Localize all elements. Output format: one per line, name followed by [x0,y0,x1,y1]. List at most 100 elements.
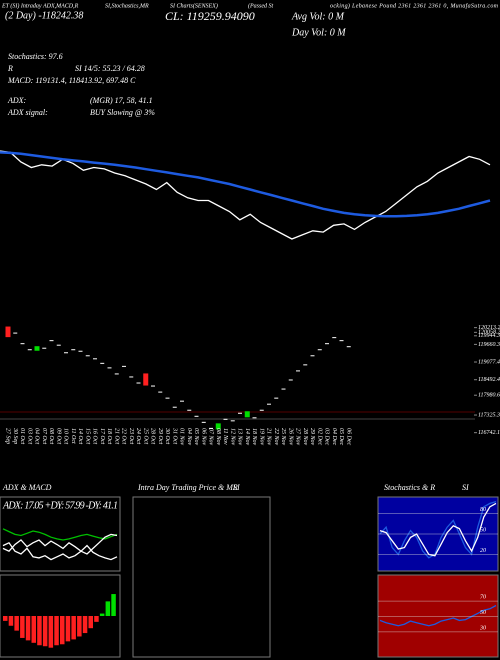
candle [107,367,112,369]
candle [194,415,199,417]
close-price: CL: 119259.94090 [165,9,255,23]
header-text: SI,Stochastics,MR [105,3,149,9]
x-tick-label: 12 Nov [229,428,235,446]
y-tick-label: 117980.6 [478,393,500,399]
header-text: ET (SI) Intraday ADX,MACD,R [1,2,79,9]
x-tick-label: 27 Sep [5,428,11,444]
macd-bar [31,616,36,643]
adx-signal: BUY Slowing @ 3% [90,108,155,117]
series-line [0,150,491,240]
candle [78,350,83,352]
y-tick-label: 80 [480,507,486,513]
candle [339,340,344,342]
candle [34,346,40,351]
rsi-text: R [7,64,13,73]
x-tick-label: 07 Nov [208,428,214,446]
x-tick-label: 28 Oct [150,428,156,444]
y-tick-label: 118492.4 [478,376,500,383]
macd-bar [14,616,19,631]
candle [259,409,264,411]
x-tick-label: 22 Oct [121,428,127,444]
x-tick-label: 07 Oct [41,428,47,444]
macd-bar [3,616,8,621]
candle [332,337,337,339]
x-tick-label: 09 Oct [55,428,61,444]
x-tick-label: 19 Nov [258,428,264,446]
candle [165,397,170,399]
candle [20,343,25,345]
x-tick-label: 15 Oct [84,428,90,444]
x-tick-label: 14 Oct [77,428,84,444]
y-tick-label: 50 [480,527,486,533]
x-tick-label: 06 Nov [200,428,206,446]
header-text: ocking) Lebanese Pound 2361 2361 2361 0,… [330,2,499,9]
adx-signal: ADX signal: [7,108,48,117]
x-tick-label: 06 Dec [345,428,351,445]
x-tick-label: 26 Nov [287,428,293,446]
macd-bar [37,616,42,646]
header-text: (Passed St [248,2,273,9]
candle [244,411,250,418]
candle [143,373,149,386]
candle [42,347,47,349]
adx-label: ADX: 17.05 +DY: 57.99 -DY: 41.1 [2,500,118,511]
macd-bar [8,616,14,626]
x-tick-label: 01 Nov [179,428,185,446]
x-tick-label: 25 Nov [280,428,286,446]
x-tick-label: 11 Nov [222,428,228,445]
x-tick-label: 11 Oct [70,428,76,444]
candle [252,417,257,419]
rsi-text: SI 14/5: 55.23 / 64.28 [75,64,145,73]
series-line [379,502,497,557]
x-tick-label: 08 Oct [48,428,54,444]
candle [180,400,184,402]
panel [0,574,121,658]
x-tick-label: 21 Oct [113,428,119,444]
candle [100,362,105,364]
y-tick-label: 116742.1 [478,429,500,436]
x-tick-label: 28 Nov [302,428,308,446]
series-line [2,539,118,561]
macd-bar [25,616,31,641]
candle [49,340,54,342]
x-tick-label: 21 Nov [266,428,272,446]
x-tick-label: 10 Oct [63,428,69,444]
candle [56,344,61,346]
stoch-text: Stochastics: 97.6 [8,52,63,61]
macd-bar [60,616,65,645]
adx-text: ADX: [7,96,27,105]
panel-title: Intra Day Trading Price & MR [137,483,238,492]
macd-bar [77,616,82,637]
x-tick-label: 05 Nov [193,428,199,446]
series-line [2,533,118,561]
candle [71,349,76,351]
avg-volume: Avg Vol: 0 M [291,11,345,22]
candle [64,352,68,354]
x-tick-label: 29 Oct [157,428,163,444]
candle [151,385,155,387]
candle [27,349,32,351]
panel-title: ADX & MACD [2,483,52,492]
x-tick-label: 17 Oct [99,428,105,444]
candle [223,418,228,420]
panel-title: SI [233,483,240,492]
x-tick-label: 08 Nov [215,428,221,446]
macd-bar [94,616,99,622]
y-tick-label: 70 [480,594,486,600]
panel [0,496,121,572]
candle [158,391,163,393]
y-tick-label: 30 [479,625,486,631]
panel [377,574,499,658]
x-tick-label: 03 Oct [26,428,32,444]
x-tick-label: 01 Oct [19,428,25,444]
candle [238,412,242,414]
candle [187,409,192,411]
y-tick-label: 120058.2 [478,330,500,336]
y-tick-label: 117325.3 [478,412,500,418]
y-tick-label: 119944.3 [478,332,500,339]
adx-text: (MGR) 17, 58, 41.1 [90,96,153,105]
candle [230,420,235,422]
series-line [379,500,497,559]
x-tick-label: 02 Dec [316,428,322,445]
macd-bar [65,616,71,642]
